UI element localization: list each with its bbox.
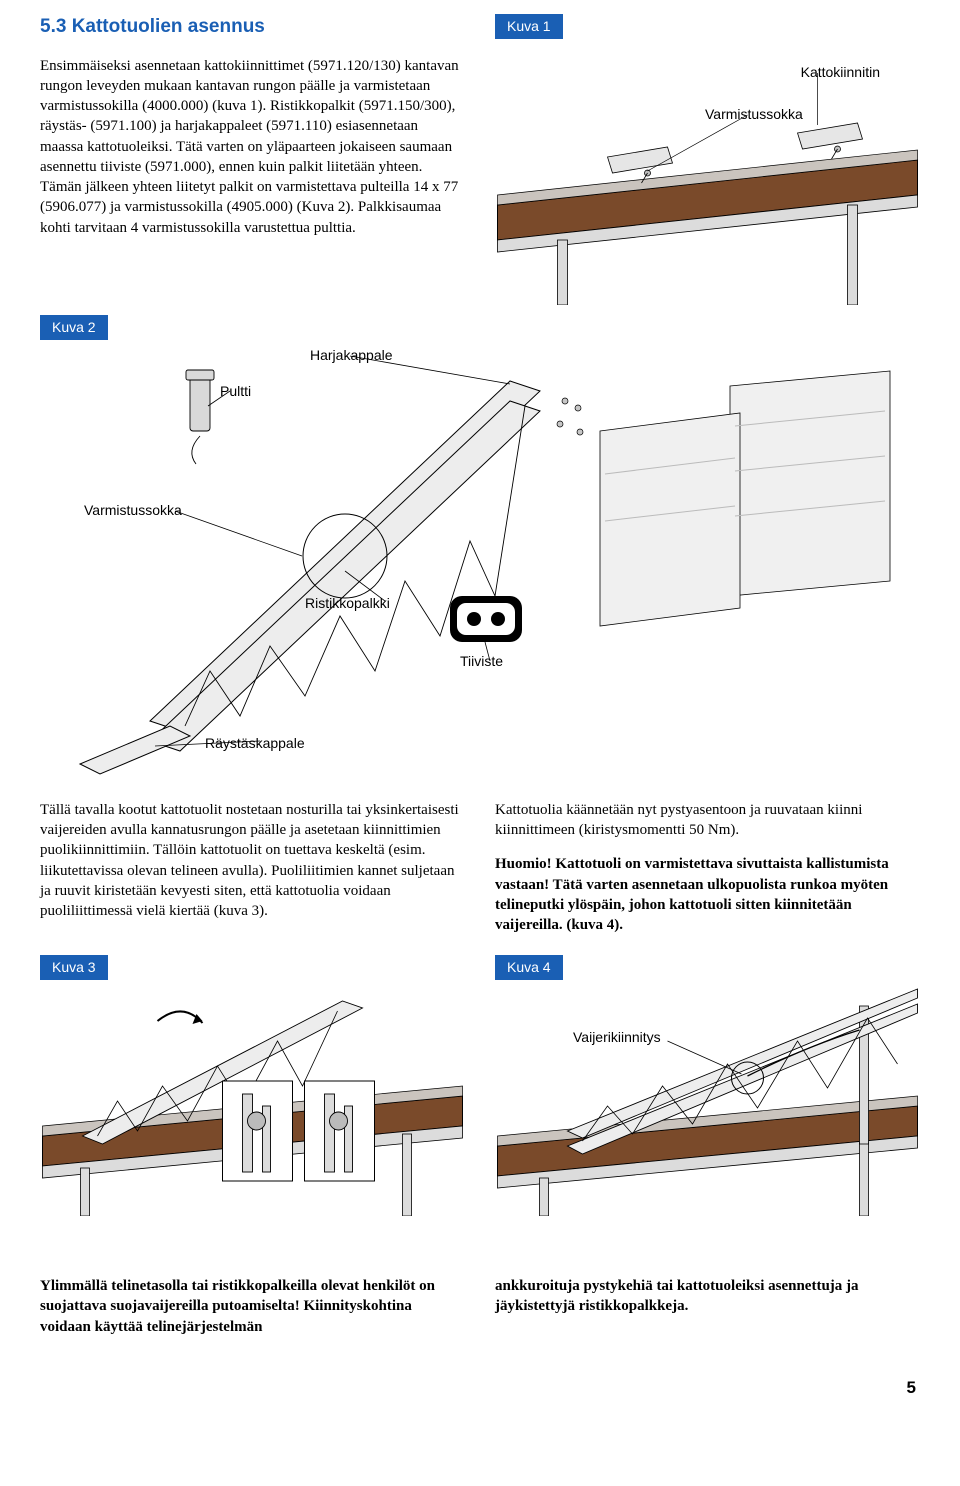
bottom-text-row: Ylimmällä telinetasolla tai ristikkopalk… (40, 1276, 920, 1337)
page-number: 5 (40, 1377, 920, 1400)
figure-1-annotation-kattokiinnitin: Kattokiinnitin (801, 63, 880, 82)
huomio-lead: Huomio! (495, 856, 555, 872)
bottom-text-left: Ylimmällä telinetasolla tai ristikkopalk… (40, 1276, 465, 1337)
figure-3-block: Kuva 3 (40, 955, 465, 1216)
mid-text-right: Kattotuolia käännetään nyt pystyasentoon… (495, 800, 920, 936)
figure-3-4-row: Kuva 3 (40, 955, 920, 1216)
figure-4-svg (495, 986, 920, 1216)
figure-1-column: Kuva 1 (495, 14, 920, 305)
mid-para-right-1: Kattotuolia käännetään nyt pystyasentoon… (495, 800, 920, 841)
mid-text-row: Tällä tavalla kootut kattotuolit nosteta… (40, 800, 920, 936)
figure-1-annotation-varmistussokka: Varmistussokka (705, 105, 803, 124)
bottom-para-right: ankkuroituja pystykehiä tai kattotuoleik… (495, 1276, 920, 1317)
figure-2-block: Kuva 2 (40, 315, 920, 776)
bottom-text-right: ankkuroituja pystykehiä tai kattotuoleik… (495, 1276, 920, 1317)
figure-2: Harjakappale Pultti Varmistussokka Risti… (40, 346, 920, 776)
figure-2-annotation-pultti: Pultti (220, 382, 251, 401)
section-heading: 5.3 Kattotuolien asennus (40, 14, 465, 40)
figure-2-annotation-raystaskappale: Räystäskappale (205, 734, 305, 753)
figure-4-label: Kuva 4 (495, 955, 563, 980)
figure-2-annotation-harjakappale: Harjakappale (310, 346, 393, 365)
figure-1-label: Kuva 1 (495, 14, 563, 39)
figure-2-annotation-tiiviste: Tiiviste (460, 652, 503, 671)
figure-1: Kattokiinnitin Varmistussokka (495, 45, 920, 305)
figure-4-annotation-vaijerikiinnitys: Vaijerikiinnitys (573, 1028, 661, 1047)
figure-4-block: Kuva 4 (495, 955, 920, 1216)
figure-2-annotation-varmistussokka: Varmistussokka (84, 501, 182, 520)
bottom-para-left: Ylimmällä telinetasolla tai ristikkopalk… (40, 1276, 465, 1337)
figure-2-annotation-ristikkopalkki: Ristikkopalkki (305, 594, 390, 613)
figure-4: Vaijerikiinnitys (495, 986, 920, 1216)
mid-para-left: Tällä tavalla kootut kattotuolit nosteta… (40, 800, 465, 922)
figure-3-label: Kuva 3 (40, 955, 108, 980)
intro-paragraph: Ensimmäiseksi asennetaan kattokiinnittim… (40, 56, 465, 238)
mid-para-right-2: Huomio! Kattotuoli on varmistettava sivu… (495, 854, 920, 935)
figure-1-svg (495, 45, 920, 305)
figure-2-svg (40, 346, 920, 776)
intro-column: 5.3 Kattotuolien asennus Ensimmäiseksi a… (40, 14, 465, 238)
figure-3-svg (40, 986, 465, 1216)
figure-3 (40, 986, 465, 1216)
figure-2-label: Kuva 2 (40, 315, 108, 340)
huomio-body: Kattotuoli on varmistettava sivuttaista … (495, 856, 889, 933)
mid-text-left: Tällä tavalla kootut kattotuolit nosteta… (40, 800, 465, 922)
top-row: 5.3 Kattotuolien asennus Ensimmäiseksi a… (40, 14, 920, 305)
